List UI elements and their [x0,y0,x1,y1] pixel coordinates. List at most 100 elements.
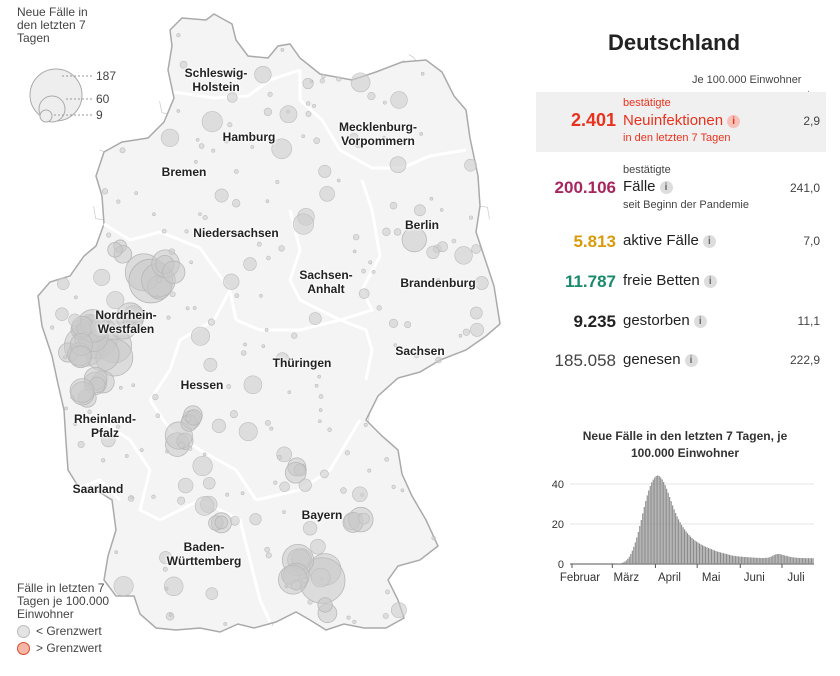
chart-bar [773,555,775,564]
chart-bar [806,558,808,564]
stat-value: 9.235 [573,312,616,331]
chart-bar [764,557,766,564]
state-boundaries [71,68,467,623]
state-label-he[interactable]: Hessen [180,378,224,392]
chart-bar [728,554,730,564]
chart-bar [664,485,666,564]
info-icon[interactable]: i [684,354,698,367]
chart-bar [784,555,786,564]
chart-bar [790,557,792,564]
chart-bar [718,552,720,564]
chart-bar [701,545,704,564]
chart-bar [673,509,675,564]
chart-bar [710,549,713,564]
info-icon[interactable]: i [703,275,717,288]
chart-bar [628,556,630,564]
chart-bar [658,476,660,564]
stat-row-gestorben[interactable]: 9.235 gestorben i 11,1 [536,310,826,334]
chart-bar [625,560,627,564]
chart-bar [619,563,621,564]
chart-bar [704,546,707,564]
stat-rate: 7,0 [803,234,820,248]
chart-bar [760,558,762,564]
chart-bar [649,486,651,564]
stat-label-wrap: freie Betten i [623,272,717,289]
chart-bar [695,541,698,564]
chart-bar [737,556,739,564]
state-label-sn[interactable]: Sachsen [395,344,445,358]
state-label-bw[interactable]: Baden- Württemberg [166,540,242,568]
stat-label: Fälle [623,178,656,195]
state-label-sh[interactable]: Schleswig- Holstein [184,66,248,94]
state-label-rp[interactable]: Rheinland- Pfalz [74,412,136,440]
chart-bar [651,482,653,564]
state-label-ni[interactable]: Niedersachsen [193,226,279,240]
stat-row-betten[interactable]: 11.787 freie Betten i [536,270,826,294]
per-100k-label: Je 100.000 Einwohner [692,74,802,86]
chart-bar [675,513,677,564]
chart-bar [767,557,769,564]
chart-bar [669,497,671,564]
case-bubbles [50,33,489,626]
stat-row-aktiv[interactable]: 5.813 aktive Fälle i 7,0 [536,230,826,254]
chart-bar [787,556,789,564]
stat-pre-label: bestätigte [623,97,671,109]
chart-bar [752,557,754,564]
chart-bar [719,552,722,564]
chart-bar [640,520,642,564]
y-tick-label: 0 [558,559,564,571]
state-label-be[interactable]: Berlin [404,218,440,232]
stat-label: aktive Fälle [623,232,699,249]
state-label-bb[interactable]: Brandenburg [400,276,476,290]
chart-bar [799,558,801,564]
info-icon[interactable]: i [727,115,741,128]
state-label-hb[interactable]: Bremen [161,165,207,179]
chart-bar [796,557,798,564]
stat-label: genesen [623,351,681,368]
chart-bar [748,557,750,564]
chart-bar [755,557,757,564]
chart-bar [707,548,710,564]
new-cases-chart[interactable]: 0 20 40 Februar März April Mai Juni Juli [540,466,830,590]
info-icon[interactable]: i [693,315,707,328]
state-label-nw[interactable]: Nordrhein- Westfalen [95,308,157,336]
chart-bar [654,477,656,564]
info-icon[interactable]: i [702,235,716,248]
chart-bar [666,488,668,564]
size-legend-value-small: 9 [96,108,103,122]
state-label-st[interactable]: Sachsen- Anhalt [299,268,353,296]
legend-below-label: < Grenzwert [36,624,102,638]
chart-bar [676,516,678,564]
chart-bar [660,477,662,564]
state-label-hh[interactable]: Hamburg [222,130,276,144]
stat-value: 200.106 [554,178,616,197]
chart-bar [636,537,638,564]
chart-bar [724,553,726,564]
chart-bar [781,554,783,564]
chart-bar [700,544,702,564]
stat-row-faelle[interactable]: 200.106 bestätigte Fälle i seit Beginn de… [536,160,826,216]
chart-bar [687,533,689,564]
chart-bar [812,558,814,564]
stat-row-neuinfektionen[interactable]: 2.401 bestätigte Neuinfektionen i in den … [536,92,826,152]
stat-row-genesen[interactable]: 185.058 genesen i 222,9 [536,349,826,373]
state-label-th[interactable]: Thüringen [272,356,332,370]
state-label-by[interactable]: Bayern [301,508,343,522]
chart-bar [688,535,690,564]
chart-bar [661,479,663,564]
chart-bar [652,479,654,564]
size-legend-title: Neue Fälle in den letzten 7 Tagen [17,5,88,45]
legend-below-threshold: < Grenzwert [17,625,132,638]
chart-bar [734,556,736,564]
chart-bar [754,557,756,564]
chart-bar [749,557,751,564]
state-label-sl[interactable]: Saarland [72,482,124,496]
chart-bar [678,519,680,564]
chart-bar [805,558,807,564]
chart-bar [643,507,645,564]
chart-bar [642,513,644,564]
germany-map[interactable] [0,0,540,676]
info-icon[interactable]: i [659,181,673,194]
chart-bar [739,556,741,564]
state-label-mv[interactable]: Mecklenburg- Vorpommern [338,120,418,148]
